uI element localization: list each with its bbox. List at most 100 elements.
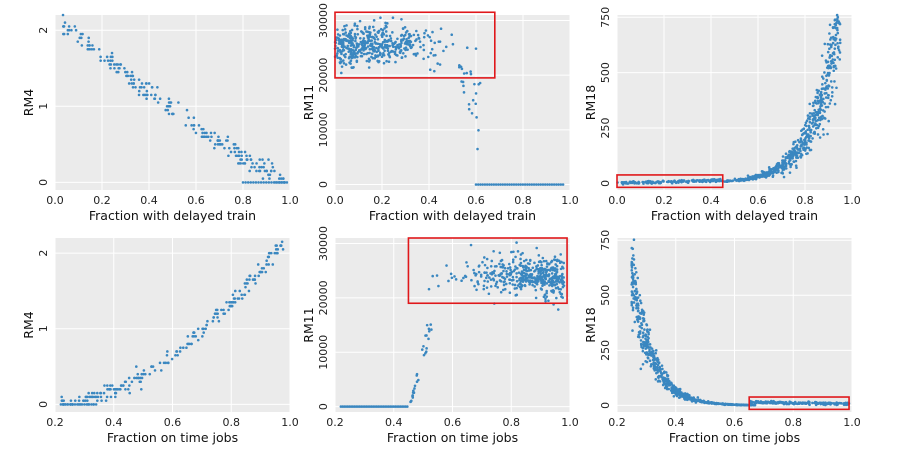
scatter-point [414, 54, 418, 57]
scatter-point [408, 41, 412, 44]
scatter-point [804, 121, 808, 125]
scatter-point [521, 264, 525, 268]
scatter-point [492, 183, 496, 186]
scatter-point [475, 116, 478, 119]
scatter-point [829, 401, 833, 405]
scatter-point [682, 179, 686, 182]
scatter-point [147, 82, 151, 85]
scatter-point [462, 72, 466, 75]
scatter-point [661, 383, 665, 387]
scatter-point [521, 277, 525, 280]
scatter-point [523, 183, 527, 186]
scatter-point [66, 28, 70, 32]
scatter-point [477, 83, 480, 86]
scatter-point [113, 66, 116, 70]
scatter-point [460, 279, 463, 283]
x-tick-label: 0.8 [796, 194, 814, 207]
scatter-point [369, 44, 373, 48]
scatter-point [483, 183, 487, 186]
scatter-point [811, 137, 814, 140]
scatter-point [773, 170, 776, 174]
scatter-point [828, 23, 832, 27]
scatter-point [462, 84, 465, 88]
scatter-point [560, 292, 564, 296]
scatter-point [387, 54, 391, 57]
scatter-point [514, 294, 518, 297]
scatter-point [508, 266, 512, 269]
scatter-point [631, 274, 635, 277]
scatter-point [816, 96, 820, 99]
scatter-point [96, 399, 99, 402]
scatter-point [347, 56, 351, 60]
scatter-point [245, 154, 248, 158]
scatter-point [824, 81, 827, 85]
scatter-point [498, 262, 501, 266]
scatter-point [258, 165, 261, 169]
scatter-point [134, 85, 137, 89]
scatter-point [789, 165, 792, 169]
scatter-point [555, 270, 559, 274]
scatter-point [366, 45, 370, 48]
scatter-point [393, 50, 397, 54]
scatter-point [457, 65, 461, 69]
scatter-point [804, 401, 807, 405]
scatter-point [218, 139, 222, 142]
scatter-point [824, 59, 828, 62]
scatter-point [820, 402, 824, 406]
scatter-point [685, 180, 688, 184]
scatter-point [381, 31, 384, 35]
scatter-point [554, 276, 558, 280]
scatter-point [631, 329, 634, 332]
scatter-point [639, 339, 643, 342]
x-axis-label: Fraction on time jobs [669, 430, 800, 445]
scatter-point [218, 143, 222, 146]
scatter-point [815, 123, 819, 127]
scatter-point [389, 39, 393, 43]
scatter-point [547, 299, 550, 303]
scatter-point [113, 388, 117, 391]
scatter-point [349, 50, 353, 53]
scatter-point [342, 61, 346, 65]
scatter-point [624, 182, 628, 185]
scatter-point [343, 55, 347, 59]
scatter-point [738, 178, 741, 181]
scatter-point [636, 296, 640, 299]
scatter-point [466, 264, 469, 268]
scatter-point [407, 36, 410, 40]
scatter-point [474, 183, 478, 186]
scatter-point [647, 332, 650, 336]
scatter-point [553, 281, 556, 284]
scatter-point [475, 288, 478, 292]
highlight-box [748, 396, 850, 411]
scatter-point [368, 47, 372, 51]
scatter-point [665, 180, 669, 184]
scatter-point [145, 89, 149, 93]
scatter-point [353, 32, 357, 36]
scatter-point [631, 257, 634, 260]
scatter-point [822, 133, 825, 136]
scatter-point [248, 278, 251, 281]
scatter-point [645, 323, 648, 326]
scatter-point [481, 183, 484, 186]
scatter-point [431, 30, 434, 34]
scatter-point [87, 403, 91, 406]
scatter-point [429, 51, 433, 55]
scatter-point [687, 393, 690, 397]
scatter-point [638, 293, 642, 297]
scatter-point [124, 388, 127, 391]
scatter-point [812, 101, 815, 105]
scatter-point [518, 263, 521, 267]
scatter-point [114, 391, 117, 395]
scatter-point [175, 350, 178, 353]
scatter-point [248, 274, 251, 278]
scatter-point [555, 264, 559, 268]
scatter-point [403, 47, 406, 50]
scatter-point [380, 44, 383, 47]
scatter-point [510, 250, 513, 254]
scatter-point [226, 135, 230, 139]
scatter-point [736, 403, 740, 407]
scatter-point [815, 119, 818, 123]
scatter-point [523, 274, 527, 278]
scatter-point [711, 179, 715, 182]
scatter-point [834, 43, 837, 47]
